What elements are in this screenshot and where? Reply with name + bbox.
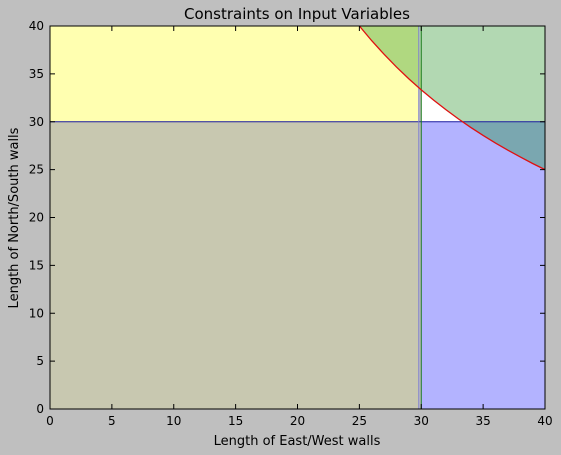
x-tick-label: 40 bbox=[537, 414, 552, 428]
x-tick-label: 20 bbox=[290, 414, 305, 428]
y-tick-label: 0 bbox=[36, 402, 44, 416]
x-tick-label: 30 bbox=[414, 414, 429, 428]
curve-overlap-region bbox=[359, 26, 422, 90]
x-tick-label: 10 bbox=[166, 414, 181, 428]
x-axis-label: Length of East/West walls bbox=[214, 434, 381, 449]
axis-ticks: 0 5 10 15 20 25 30 35 40 0 5 10 15 20 25 30 35 40 bbox=[29, 19, 553, 428]
y-tick-label: 35 bbox=[29, 67, 44, 81]
y-tick-label: 15 bbox=[29, 258, 44, 272]
x-tick-label: 15 bbox=[228, 414, 243, 428]
constraint-curve bbox=[358, 26, 545, 171]
chart-title: Constraints on Input Variables bbox=[184, 5, 410, 23]
x-tick-label: 25 bbox=[352, 414, 367, 428]
x-tick-label: 5 bbox=[108, 414, 116, 428]
y-axis-label: Length of North/South walls bbox=[7, 127, 22, 308]
y-tick-label: 10 bbox=[29, 306, 44, 320]
y-tick-label: 25 bbox=[29, 163, 44, 177]
y-tick-label: 20 bbox=[29, 211, 44, 225]
x-tick-label: 0 bbox=[46, 414, 54, 428]
curve-gap-region bbox=[421, 89, 463, 122]
y-tick-label: 5 bbox=[36, 354, 44, 368]
y-tick-label: 40 bbox=[29, 19, 44, 33]
y-tick-label: 30 bbox=[29, 115, 44, 129]
curve-teal-region bbox=[462, 121, 545, 170]
constraint-region-4 bbox=[50, 121, 419, 409]
curve-region bbox=[359, 26, 545, 170]
x-tick-label: 35 bbox=[475, 414, 490, 428]
curve-line bbox=[358, 26, 545, 171]
